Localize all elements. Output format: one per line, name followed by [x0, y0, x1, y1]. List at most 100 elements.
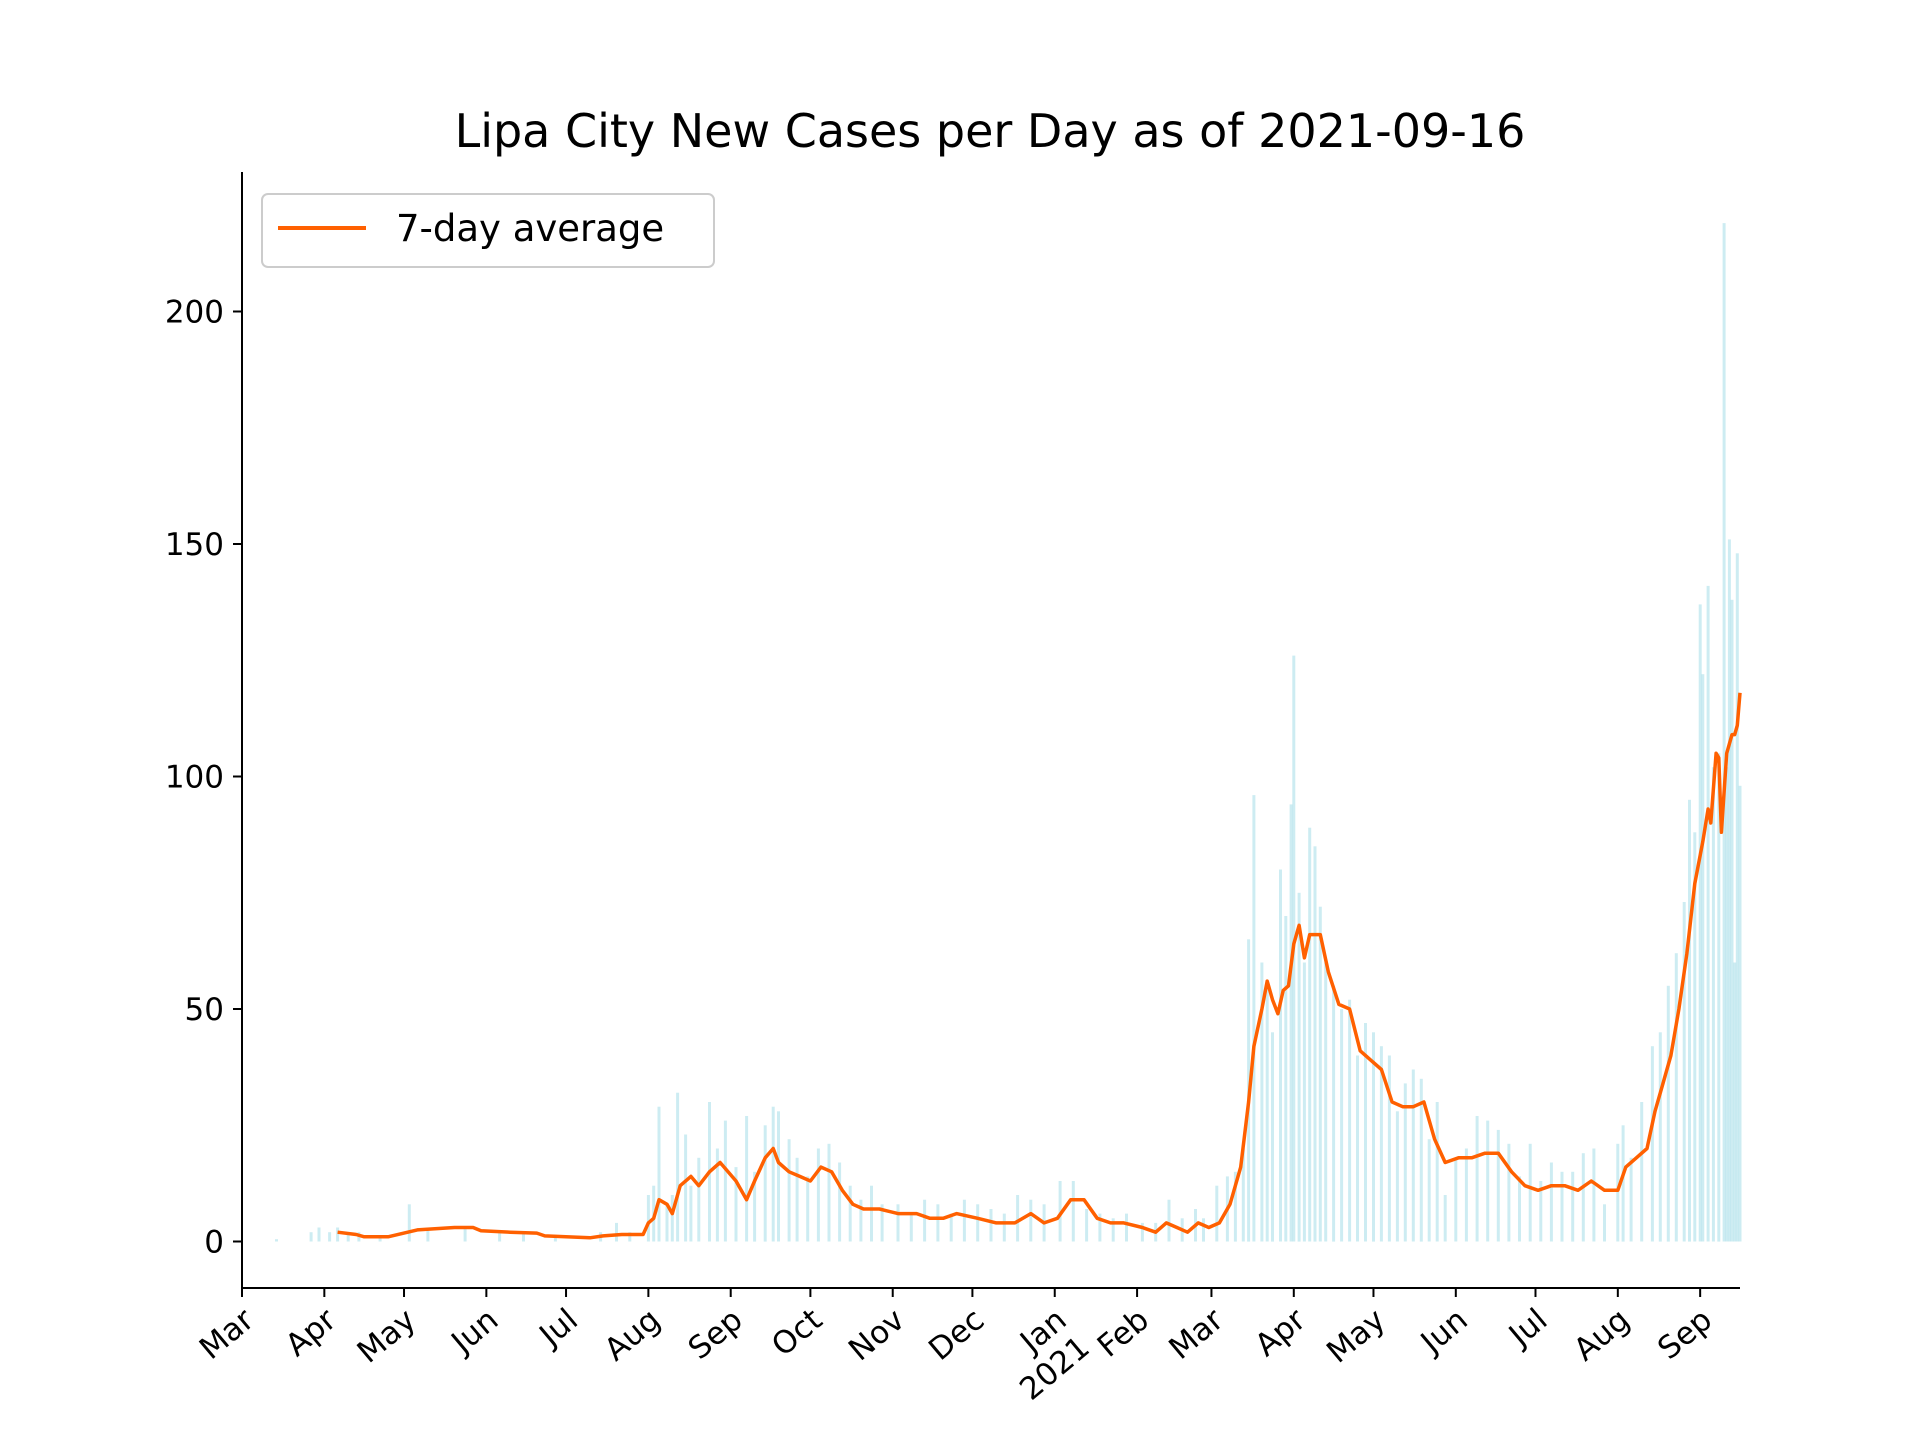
- daily-case-bar: [753, 1171, 757, 1242]
- daily-case-bar: [1735, 553, 1739, 1242]
- daily-case-bar: [715, 1148, 719, 1242]
- daily-case-bar: [1265, 981, 1269, 1242]
- y-tick-label: 150: [165, 527, 224, 563]
- daily-case-bar: [1387, 1055, 1391, 1242]
- daily-case-bar: [1302, 962, 1306, 1242]
- x-tick-label: Feb: [1091, 1302, 1156, 1365]
- daily-case-bar: [1486, 1120, 1490, 1242]
- x-tick-label-text: Aug: [1567, 1302, 1637, 1368]
- daily-case-bar: [1549, 1162, 1553, 1242]
- daily-case-bar: [734, 1167, 738, 1242]
- daily-case-bar: [859, 1199, 863, 1242]
- daily-case-bar: [949, 1213, 953, 1242]
- daily-case-bar: [1730, 599, 1734, 1242]
- daily-case-bar: [1738, 785, 1742, 1242]
- x-tick-label: Aug: [1567, 1302, 1637, 1368]
- daily-case-bar: [1348, 999, 1352, 1242]
- chart-title: Lipa City New Cases per Day as of 2021-0…: [455, 104, 1526, 158]
- daily-case-bar: [1435, 1102, 1439, 1242]
- daily-case-bar: [336, 1227, 340, 1242]
- x-tick-label-text: Jul: [532, 1302, 585, 1355]
- daily-case-bar: [771, 1106, 775, 1242]
- daily-case-bar: [1701, 674, 1705, 1242]
- daily-case-bar: [1324, 962, 1328, 1242]
- daily-case-bar: [1313, 846, 1317, 1242]
- daily-case-bar: [1688, 799, 1691, 1242]
- x-tick-label-text: Sep: [682, 1302, 750, 1367]
- daily-case-bar: [816, 1148, 820, 1242]
- daily-case-bar: [1528, 1143, 1532, 1242]
- daily-case-bar: [1717, 753, 1721, 1242]
- daily-case-bar: [426, 1227, 430, 1242]
- x-tick-label-text: Jun: [443, 1302, 505, 1362]
- daily-case-bar: [1674, 953, 1678, 1242]
- daily-case-bar: [1443, 1195, 1447, 1242]
- x-tick-label-text: Sep: [1651, 1302, 1719, 1367]
- y-axis-ticks: 0 50 100 150 200: [165, 295, 242, 1261]
- daily-case-bar: [1289, 804, 1293, 1242]
- daily-case-bar: [989, 1209, 993, 1242]
- daily-case-bar: [1167, 1199, 1171, 1242]
- x-tick-label: Apr: [279, 1302, 343, 1364]
- daily-case-bar: [1029, 1199, 1033, 1242]
- daily-case-bar: [1411, 1069, 1415, 1242]
- x-tick-label: Jul: [1501, 1302, 1554, 1355]
- y-tick-label: 200: [165, 295, 224, 331]
- x-tick-label-text: May: [351, 1302, 423, 1371]
- daily-case-bar: [689, 1185, 693, 1242]
- x-tick-label: Sep: [1651, 1302, 1719, 1367]
- x-tick-label: Jun: [1413, 1302, 1475, 1362]
- daily-case-bars: [275, 223, 1742, 1242]
- daily-case-bar: [670, 1195, 674, 1242]
- daily-case-bar: [763, 1125, 767, 1242]
- daily-case-bar: [880, 1204, 884, 1242]
- daily-case-bar: [1427, 1139, 1431, 1242]
- daily-case-bar: [1650, 1046, 1654, 1242]
- daily-case-bar: [407, 1204, 411, 1242]
- daily-case-bar: [684, 1134, 688, 1242]
- daily-case-bar: [1284, 916, 1288, 1242]
- daily-case-bar: [1308, 827, 1312, 1242]
- daily-case-bar: [657, 1106, 661, 1242]
- daily-case-bar: [1454, 1157, 1458, 1242]
- daily-case-bar: [646, 1195, 650, 1242]
- y-tick-label: 0: [204, 1225, 224, 1261]
- x-tick-label-text: Dec: [922, 1302, 991, 1368]
- daily-case-bar: [923, 1199, 927, 1242]
- daily-case-bar: [1318, 906, 1322, 1242]
- daily-case-bar: [498, 1232, 502, 1242]
- daily-case-bar: [1640, 1102, 1644, 1242]
- daily-case-bar: [1518, 1176, 1521, 1242]
- daily-case-bar: [1379, 1046, 1383, 1242]
- daily-case-bar: [1085, 1209, 1089, 1242]
- seven-day-average-series: [337, 692, 1742, 1240]
- x-tick-label-text: Feb: [1091, 1302, 1156, 1365]
- x-tick-label: May: [1320, 1302, 1392, 1371]
- x-tick-label-text: Aug: [598, 1302, 668, 1368]
- daily-case-bar: [848, 1185, 852, 1242]
- daily-case-bar: [795, 1157, 799, 1242]
- daily-case-bar: [1297, 892, 1301, 1242]
- daily-case-bar: [1356, 1055, 1359, 1242]
- x-tick-label: Nov: [842, 1302, 911, 1368]
- daily-case-bar: [1706, 585, 1710, 1242]
- daily-case-bar: [1711, 767, 1715, 1242]
- daily-case-bar: [1098, 1213, 1102, 1242]
- daily-case-bar: [1581, 1153, 1585, 1242]
- x-tick-label: Mar: [1162, 1302, 1230, 1367]
- daily-case-bar: [1658, 1032, 1662, 1242]
- daily-case-bar: [936, 1204, 940, 1242]
- daily-case-bar: [676, 1092, 680, 1242]
- daily-case-bar: [1279, 869, 1282, 1242]
- daily-case-bar: [896, 1204, 900, 1242]
- daily-case-bar: [1592, 1148, 1596, 1242]
- seven-day-average-line: [337, 692, 1742, 1240]
- daily-case-bar: [962, 1199, 966, 1242]
- x-axis-ticks: Mar Apr May Jun Jul Aug Sep Oct Nov Dec Jan2021Feb…: [193, 1288, 1719, 1408]
- daily-case-bar: [827, 1143, 831, 1242]
- daily-case-bar: [1252, 795, 1256, 1242]
- daily-case-bar: [553, 1236, 557, 1242]
- x-tick-label-text: Jul: [1501, 1302, 1554, 1355]
- daily-case-bar: [328, 1232, 332, 1242]
